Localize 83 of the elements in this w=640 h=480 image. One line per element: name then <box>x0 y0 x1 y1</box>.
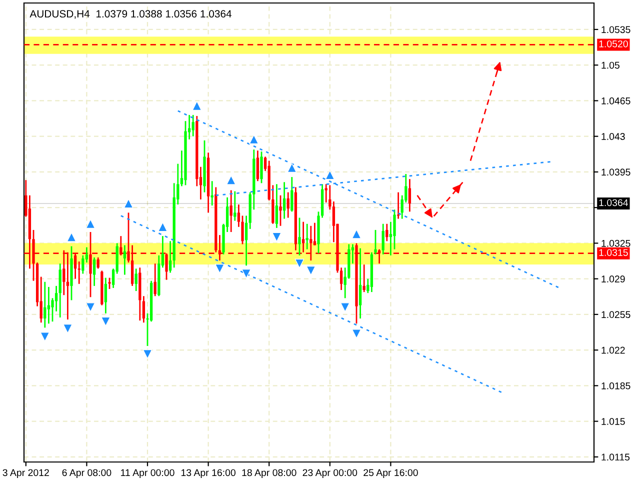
candlestick <box>47 286 50 324</box>
candlestick <box>298 217 301 256</box>
y-tick-label: 1.015 <box>602 418 625 425</box>
point <box>226 175 236 185</box>
y-tick-label: 1.029 <box>602 276 625 282</box>
candlestick <box>234 190 236 222</box>
point <box>62 324 72 334</box>
point <box>100 316 110 326</box>
candlestick <box>58 262 62 318</box>
candlestick <box>192 114 194 138</box>
y-tick-label: 1.0325 <box>602 240 630 247</box>
candlestick <box>256 150 260 182</box>
candlestick <box>408 178 412 212</box>
candlestick <box>154 262 156 297</box>
candlestick <box>279 194 282 227</box>
y-tick-label: 1.0115 <box>602 454 630 461</box>
candlestick <box>78 260 80 285</box>
candlestick <box>104 277 108 314</box>
point <box>294 258 304 268</box>
y-tick-label: 1.022 <box>602 346 625 354</box>
candlestick <box>210 180 214 206</box>
candlestick <box>260 150 263 184</box>
candlestick <box>54 285 58 312</box>
candlestick <box>328 184 332 210</box>
y-tick-label: 1.043 <box>602 133 625 140</box>
x-tick-label: 25 Apr 16:00 <box>364 469 418 478</box>
point <box>249 134 259 144</box>
x-tick-label: 13 Apr 16:00 <box>181 469 236 478</box>
ref-line-label: 1.0520 <box>599 40 628 48</box>
point <box>66 232 76 242</box>
candlestick <box>134 268 138 292</box>
candlestick <box>386 223 388 242</box>
point <box>306 266 316 276</box>
candlestick <box>396 192 400 220</box>
point <box>352 229 362 239</box>
x-tick-label: 11 Apr 00:00 <box>121 469 174 478</box>
x-tick-label: 23 Apr 00:00 <box>302 469 358 478</box>
point <box>86 219 96 229</box>
ref-line-label: 1.0315 <box>599 249 628 256</box>
candlestick <box>286 192 290 218</box>
candlestick <box>123 244 126 276</box>
x-tick-label: 18 Apr 08:00 <box>242 469 296 478</box>
candlestick <box>282 181 286 220</box>
point <box>325 170 335 180</box>
candlestick <box>306 223 308 250</box>
point <box>124 198 134 208</box>
ref-line-label: 1.0364 <box>599 199 628 206</box>
candlestick <box>362 264 366 293</box>
candlestick <box>230 190 232 233</box>
y-tick-label: 1.0255 <box>602 311 630 318</box>
y-tick-label: 1.0465 <box>602 97 630 104</box>
point <box>40 332 50 342</box>
x-tick-label: 6 Apr 08:00 <box>62 469 112 478</box>
point <box>287 163 297 173</box>
candlestick <box>168 240 172 274</box>
candlestick <box>313 222 316 246</box>
candlestick <box>382 223 384 256</box>
point <box>86 302 96 312</box>
candlestick <box>302 221 305 254</box>
candlestick <box>290 176 294 212</box>
candlestick <box>275 183 278 229</box>
point <box>340 302 350 312</box>
text: AUDUSD,H4 1.0379 1.0388 1.0356 1.0364 <box>30 10 232 19</box>
point <box>214 264 224 274</box>
candlestick <box>374 229 377 256</box>
point <box>272 232 282 242</box>
candlestick <box>96 256 100 270</box>
candlestick <box>358 248 362 320</box>
candlestick <box>44 281 46 328</box>
candlestick <box>142 295 146 324</box>
candlestick <box>244 215 248 266</box>
candlestick <box>82 254 84 274</box>
point <box>242 268 252 278</box>
x-tick-label: 3 Apr 2012 <box>2 469 49 478</box>
point <box>142 349 152 359</box>
y-tick-label: 1.0535 <box>602 26 630 34</box>
y-tick-label: 1.0185 <box>602 382 630 390</box>
point <box>158 222 168 232</box>
y-tick-label: 1.0395 <box>602 168 630 176</box>
point <box>192 101 202 111</box>
y-tick-label: 1.05 <box>602 62 620 69</box>
candlestick <box>92 256 96 287</box>
point <box>352 329 362 339</box>
